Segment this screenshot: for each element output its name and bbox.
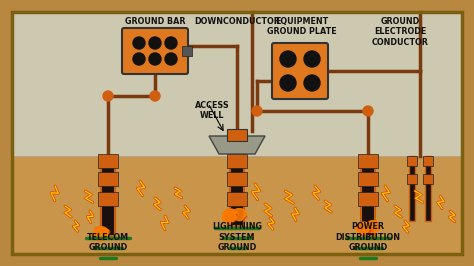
- Bar: [227, 192, 247, 206]
- Polygon shape: [226, 207, 242, 219]
- Polygon shape: [357, 217, 373, 229]
- Circle shape: [252, 106, 262, 116]
- Circle shape: [149, 37, 161, 49]
- Bar: [101, 156, 115, 236]
- Polygon shape: [107, 230, 123, 242]
- Text: DOWNCONDUCTOR: DOWNCONDUCTOR: [194, 17, 280, 26]
- Text: ACCESS
WELL: ACCESS WELL: [195, 101, 229, 120]
- Bar: [423, 174, 433, 184]
- Circle shape: [280, 51, 296, 67]
- Polygon shape: [358, 221, 374, 233]
- Circle shape: [103, 91, 113, 101]
- Bar: [182, 46, 192, 56]
- Polygon shape: [228, 207, 243, 219]
- Bar: [358, 192, 378, 206]
- Bar: [358, 172, 378, 186]
- Bar: [407, 156, 417, 166]
- Circle shape: [165, 37, 177, 49]
- Polygon shape: [106, 221, 121, 233]
- Polygon shape: [95, 227, 109, 239]
- Polygon shape: [107, 230, 122, 242]
- Polygon shape: [226, 207, 241, 219]
- FancyBboxPatch shape: [272, 43, 328, 99]
- Circle shape: [304, 75, 320, 91]
- Circle shape: [280, 75, 296, 91]
- Bar: [358, 154, 378, 168]
- Circle shape: [304, 51, 320, 67]
- Text: LIGHTNING
SYSTEM
GROUND: LIGHTNING SYSTEM GROUND: [212, 222, 262, 252]
- Polygon shape: [209, 136, 265, 154]
- Bar: [98, 192, 118, 206]
- Bar: [425, 156, 431, 221]
- Text: EQUIPMENT
GROUND PLATE: EQUIPMENT GROUND PLATE: [267, 17, 337, 36]
- Bar: [409, 156, 415, 221]
- Circle shape: [363, 106, 373, 116]
- Polygon shape: [360, 226, 375, 238]
- Text: TELECOM
GROUND: TELECOM GROUND: [87, 232, 129, 252]
- Text: GROUND
ELECTRODE
CONDUCTOR: GROUND ELECTRODE CONDUCTOR: [372, 17, 428, 47]
- Bar: [98, 172, 118, 186]
- Circle shape: [149, 53, 161, 65]
- Polygon shape: [360, 226, 376, 238]
- Bar: [423, 156, 433, 166]
- Polygon shape: [230, 213, 246, 225]
- Polygon shape: [106, 221, 121, 233]
- Circle shape: [165, 53, 177, 65]
- Bar: [227, 129, 247, 141]
- Bar: [12, 156, 462, 254]
- Text: POWER
DISTRIBUTION
GROUND: POWER DISTRIBUTION GROUND: [336, 222, 401, 252]
- Circle shape: [133, 53, 145, 65]
- Bar: [98, 154, 118, 168]
- Circle shape: [150, 91, 160, 101]
- Bar: [12, 12, 212, 156]
- Bar: [227, 154, 247, 168]
- FancyBboxPatch shape: [122, 28, 188, 74]
- Bar: [361, 156, 375, 236]
- Polygon shape: [358, 217, 373, 229]
- Bar: [227, 172, 247, 186]
- Polygon shape: [95, 227, 111, 239]
- Bar: [230, 156, 244, 226]
- Circle shape: [133, 37, 145, 49]
- Polygon shape: [229, 207, 245, 219]
- Polygon shape: [358, 221, 374, 233]
- Bar: [12, 12, 462, 156]
- Polygon shape: [229, 213, 245, 225]
- Text: GROUND BAR: GROUND BAR: [125, 17, 185, 26]
- Bar: [407, 174, 417, 184]
